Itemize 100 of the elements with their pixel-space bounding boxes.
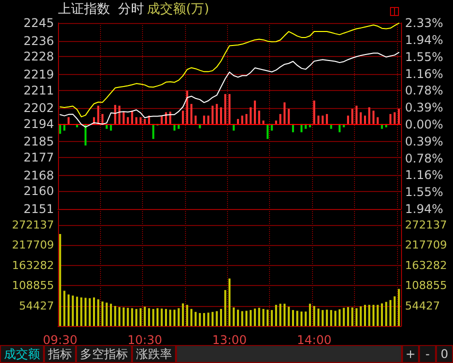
y2-tick-label: 272137: [405, 218, 447, 232]
bar: [122, 307, 125, 326]
bar: [68, 294, 70, 326]
bar: [376, 117, 379, 124]
bar: [144, 306, 146, 326]
bar: [262, 120, 264, 124]
bar: [140, 308, 142, 326]
y2-tick-label: 1.16%: [405, 66, 444, 81]
chart-title: 上证指数: [58, 2, 110, 17]
bar: [59, 234, 62, 326]
bar: [279, 114, 282, 124]
bar: [266, 310, 269, 326]
bar: [351, 307, 354, 326]
bar: [241, 116, 244, 124]
bar: [72, 296, 74, 326]
y-tick-label: 54427: [19, 299, 54, 312]
bar: [284, 304, 286, 326]
bar: [372, 110, 374, 124]
bar: [106, 302, 108, 326]
bar: [232, 307, 235, 326]
bar: [203, 313, 206, 326]
bar: [262, 308, 264, 326]
bar: [182, 110, 184, 124]
bar: [126, 308, 129, 326]
bar: [275, 120, 278, 124]
bar: [198, 313, 201, 326]
bar: [372, 304, 374, 326]
text: 多空指标: [76, 345, 132, 363]
bar: [313, 306, 316, 326]
text: 成交额(万): [147, 1, 210, 17]
bar: [380, 303, 383, 326]
bar: [220, 308, 222, 326]
bar: [122, 112, 125, 124]
y-tick-label: 2151: [23, 202, 54, 216]
bar: [212, 312, 214, 326]
bar: [182, 303, 184, 326]
bar: [266, 124, 269, 139]
bar: [224, 94, 226, 124]
bar: [152, 308, 154, 326]
bar: [216, 104, 218, 124]
bar: [338, 309, 341, 326]
y-tick-label: 2177: [23, 150, 54, 165]
y2-tick-label: 1.16%: [405, 168, 444, 182]
bar: [351, 108, 354, 124]
bar: [398, 108, 400, 124]
bar: [190, 308, 192, 326]
bar: [342, 308, 345, 326]
bar: [254, 308, 256, 326]
bar: [258, 110, 260, 124]
bar: [330, 310, 332, 326]
bar: [292, 310, 294, 326]
bar: [322, 310, 324, 326]
bar: [114, 306, 116, 326]
y-tick-label: 2160: [23, 184, 54, 198]
bar: [376, 304, 379, 326]
bar: [254, 100, 256, 124]
y2-tick-label: 0.00%: [405, 117, 444, 132]
bar: [389, 300, 392, 326]
bar: [364, 116, 366, 124]
bar: [364, 304, 366, 326]
y-tick-label: 2211: [23, 83, 54, 98]
bar: [114, 104, 116, 124]
bar: [101, 114, 104, 124]
bar: [216, 311, 218, 326]
bar: [228, 94, 230, 124]
y-tick-label: 2168: [23, 168, 54, 182]
y2-tick-label: 1.94%: [405, 202, 444, 216]
bar: [194, 312, 197, 326]
bar: [250, 107, 252, 124]
bar: [236, 118, 239, 124]
bar: [186, 304, 188, 326]
x-tick-label: 14:00: [296, 333, 332, 347]
y2-tick-label: 0.78%: [405, 151, 444, 166]
bar: [245, 114, 248, 124]
bar: [135, 117, 138, 124]
bar: [169, 112, 172, 124]
bar: [385, 302, 388, 326]
y-tick-label: 108855: [12, 279, 54, 292]
bar: [308, 304, 311, 326]
y-tick-label: 272137: [12, 218, 54, 232]
bar: [164, 112, 167, 124]
bar: [126, 117, 129, 124]
bar: [322, 116, 324, 124]
bar: [313, 100, 316, 124]
bar: [194, 116, 197, 124]
bar: [212, 106, 214, 124]
line-series: [60, 22, 400, 118]
bar: [80, 297, 82, 326]
x-tick-label: 09:30: [42, 333, 78, 347]
bar: [220, 107, 222, 124]
y-tick-label: 2185: [23, 134, 54, 149]
bar: [317, 116, 320, 124]
bar: [110, 304, 112, 326]
y2-tick-label: 108855: [405, 279, 447, 292]
bar: [347, 307, 350, 326]
bar: [394, 112, 396, 124]
bar: [275, 304, 278, 326]
y2-tick-label: 0.39%: [405, 134, 444, 148]
bar: [207, 116, 210, 124]
bar: [258, 308, 260, 326]
